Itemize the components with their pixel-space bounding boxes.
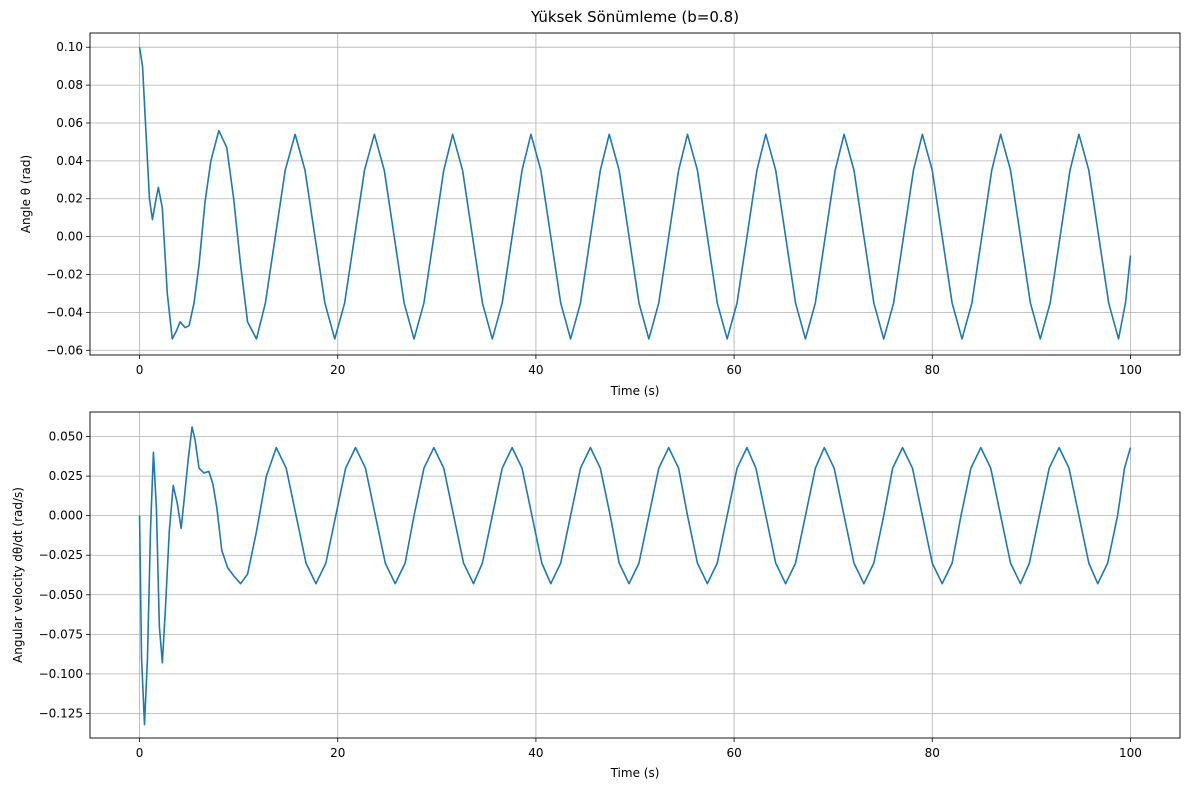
angular-velocity-y-tick-label: −0.125 <box>39 706 83 720</box>
angle-x-tick-label: 20 <box>330 363 345 377</box>
angular-velocity-y-tick-label: −0.050 <box>39 588 83 602</box>
angular-velocity-x-tick-label: 40 <box>528 746 543 760</box>
angular-velocity-x-tick-label: 20 <box>330 746 345 760</box>
angular-velocity-x-axis-label: Time (s) <box>610 766 660 780</box>
angle-y-tick-label: 0.00 <box>56 230 83 244</box>
angle-y-tick-label: −0.04 <box>46 305 83 319</box>
angular-velocity-x-tick-label: 60 <box>726 746 741 760</box>
angular-velocity-y-tick-label: −0.075 <box>39 627 83 641</box>
angle-x-axis-label: Time (s) <box>610 384 660 398</box>
angular-velocity-x-tick-label: 80 <box>925 746 940 760</box>
angular-velocity-plot-frame <box>89 411 1181 739</box>
angle-series-line <box>138 47 1132 340</box>
angle-y-axis-label: Angle θ (rad) <box>19 155 33 233</box>
angle-y-ticks: −0.06 −0.04 −0.02 0.00 0.02 0.04 0.06 0.08 0.10 <box>46 40 90 357</box>
angle-plot-frame <box>89 32 1181 356</box>
angle-y-tick-label: 0.04 <box>56 154 83 168</box>
angle-y-tick-label: 0.02 <box>56 192 83 206</box>
angular-velocity-plot: 0 20 40 60 80 100 −0.125−0.100−0.075−0.050−0.… <box>11 411 1181 780</box>
angular-velocity-x-tick-label: 100 <box>1119 746 1142 760</box>
angle-x-tick-label: 40 <box>528 363 543 377</box>
angle-y-tick-label: −0.02 <box>46 268 83 282</box>
angular-velocity-y-tick-label: −0.025 <box>39 548 83 562</box>
angle-y-tick-label: 0.08 <box>56 78 83 92</box>
angular-velocity-y-axis-label: Angular velocity dθ/dt (rad/s) <box>11 487 25 663</box>
angle-plot-title: Yüksek Sönümleme (b=0.8) <box>530 8 739 26</box>
angle-x-tick-label: 80 <box>925 363 940 377</box>
angle-x-tick-label: 100 <box>1119 363 1142 377</box>
angle-grid <box>90 33 1180 355</box>
angle-x-tick-label: 60 <box>726 363 741 377</box>
angular-velocity-y-tick-label: 0.025 <box>49 469 83 483</box>
angle-plot: 0 20 40 60 80 100 −0.06 −0.04 −0.02 0.00 0.02 0.04… <box>19 8 1181 398</box>
angular-velocity-y-ticks: −0.125 −0.100 −0.075 −0.050 −0.025 0.000 0.025… <box>39 430 90 720</box>
angular-velocity-grid <box>90 412 1180 738</box>
angle-y-tick-label: 0.10 <box>56 40 83 54</box>
angular-velocity-x-tick-label: 0 <box>136 746 144 760</box>
angular-velocity-y-tick-label: −0.100 <box>39 667 83 681</box>
angular-velocity-y-tick-label: 0.050 <box>49 430 83 444</box>
angle-y-tick-label: −0.06 <box>46 343 83 357</box>
angular-velocity-y-tick-label: 0.000 <box>49 509 83 523</box>
angle-x-tick-label: 0 <box>136 363 144 377</box>
angular-velocity-x-ticks: 0 20 40 60 80 100 <box>136 738 1142 760</box>
angle-x-ticks: 0 20 40 60 80 100 <box>136 355 1142 377</box>
angular-velocity-series-line <box>138 426 1132 726</box>
angle-y-tick-label: 0.06 <box>56 116 83 130</box>
